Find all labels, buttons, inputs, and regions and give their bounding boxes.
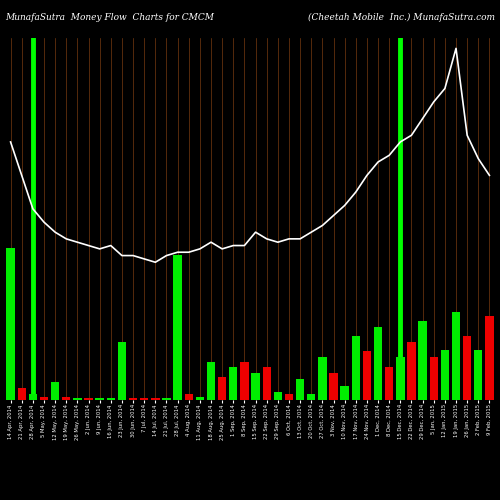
Bar — [474, 350, 482, 400]
Bar — [73, 398, 82, 400]
Bar — [106, 398, 115, 400]
Bar — [352, 336, 360, 400]
Bar — [330, 372, 338, 400]
Bar — [18, 388, 26, 400]
Bar — [486, 316, 494, 400]
Bar — [140, 398, 148, 400]
Bar — [6, 248, 14, 400]
Bar — [129, 398, 137, 400]
Bar — [184, 394, 193, 400]
Bar — [118, 342, 126, 400]
Bar — [51, 382, 60, 400]
Text: MunafaSutra  Money Flow  Charts for CMCM: MunafaSutra Money Flow Charts for CMCM — [5, 12, 214, 22]
Bar — [162, 398, 170, 400]
Bar — [218, 377, 226, 400]
Bar — [396, 358, 404, 400]
Bar — [174, 256, 182, 400]
Bar — [440, 350, 449, 400]
Bar — [40, 397, 48, 400]
Bar — [151, 398, 160, 400]
Bar — [240, 362, 248, 400]
Bar — [252, 372, 260, 400]
Bar — [307, 394, 316, 400]
Bar — [62, 397, 70, 400]
Bar — [430, 358, 438, 400]
Bar — [229, 366, 237, 400]
Bar — [28, 394, 37, 400]
Bar — [363, 352, 371, 400]
Bar — [274, 392, 282, 400]
Bar — [262, 366, 271, 400]
Bar — [452, 312, 460, 400]
Bar — [408, 342, 416, 400]
Bar — [207, 362, 215, 400]
Bar — [84, 398, 92, 400]
Bar — [96, 398, 104, 400]
Bar — [318, 358, 326, 400]
Bar — [296, 378, 304, 400]
Bar — [374, 327, 382, 400]
Text: (Cheetah Mobile  Inc.) MunafaSutra.com: (Cheetah Mobile Inc.) MunafaSutra.com — [308, 12, 495, 22]
Bar — [340, 386, 349, 400]
Bar — [385, 366, 394, 400]
Bar — [418, 321, 427, 400]
Bar — [196, 397, 204, 400]
Bar — [463, 336, 471, 400]
Bar — [285, 394, 293, 400]
